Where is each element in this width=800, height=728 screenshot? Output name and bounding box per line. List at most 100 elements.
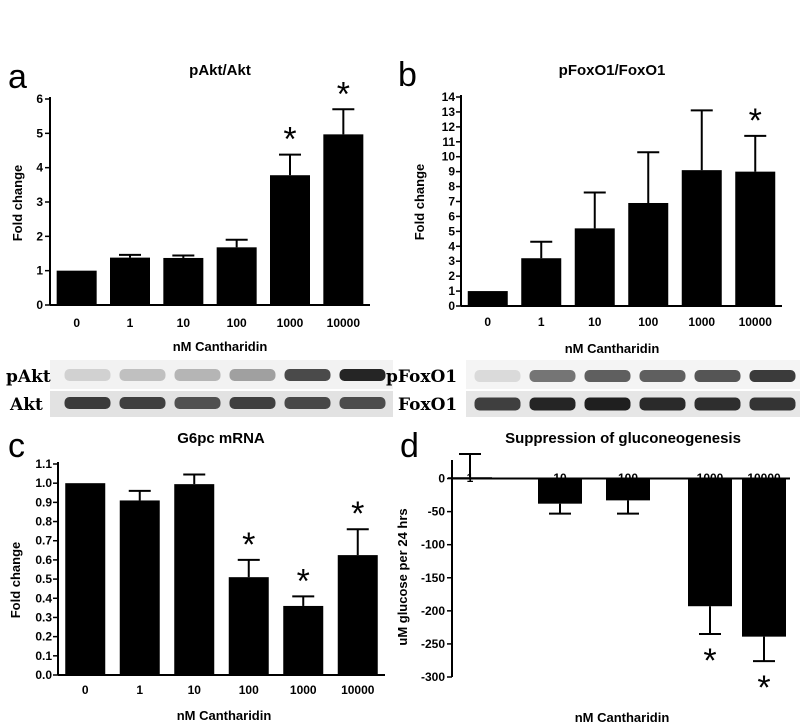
chart-d-bar bbox=[538, 478, 582, 504]
chart-b-category-label: 0 bbox=[484, 315, 491, 329]
chart-a-ytick-label: 3 bbox=[36, 195, 43, 209]
chart-a-ytick-label: 6 bbox=[36, 92, 43, 106]
chart-b-ylabel: Fold change bbox=[412, 164, 427, 241]
chart-c-ytick-label: 0.5 bbox=[35, 572, 52, 586]
panel-b-letter: b bbox=[398, 56, 417, 94]
blot-b-band bbox=[749, 397, 796, 411]
chart-b-category-label: 1 bbox=[538, 315, 545, 329]
chart-d-ytick-label: -150 bbox=[421, 571, 445, 585]
chart-c-title: G6pc mRNA bbox=[177, 430, 265, 447]
chart-c-bar bbox=[174, 484, 215, 675]
chart-c-bar bbox=[228, 577, 269, 675]
chart-a-category-label: 1000 bbox=[277, 316, 304, 330]
chart-c-xlabel: nM Cantharidin bbox=[177, 708, 272, 723]
blot-b-band bbox=[639, 370, 686, 382]
blot-a-band bbox=[229, 369, 276, 381]
blot-a-band bbox=[64, 369, 111, 381]
chart-b-ytick-label: 11 bbox=[442, 135, 455, 149]
chart-c-ytick-label: 0.2 bbox=[35, 630, 52, 644]
chart-a-category-label: 0 bbox=[73, 316, 80, 330]
chart-b-ytick-label: 13 bbox=[442, 105, 456, 119]
blot-label-pakt: pAkt bbox=[6, 367, 51, 387]
chart-b-ytick-label: 14 bbox=[442, 90, 456, 104]
chart-b-ytick-label: 0 bbox=[448, 299, 455, 313]
chart-a-bar bbox=[323, 134, 364, 305]
chart-b-xlabel: nM Cantharidin bbox=[565, 341, 660, 356]
chart-b-ytick-label: 8 bbox=[448, 180, 455, 194]
chart-c-category-label: 10 bbox=[188, 683, 202, 697]
blot-b-band bbox=[694, 370, 741, 382]
chart-c-category-label: 1 bbox=[136, 683, 143, 697]
blots bbox=[64, 369, 796, 411]
blot-b-pfoxo1-strip bbox=[466, 360, 800, 389]
chart-b-bar bbox=[467, 291, 508, 306]
chart-a-significance-star: * bbox=[283, 121, 296, 159]
chart-b-title: pFoxO1/FoxO1 bbox=[559, 62, 666, 79]
blot-b-band bbox=[749, 370, 796, 382]
chart-a-category-label: 100 bbox=[227, 316, 247, 330]
chart-d-bar bbox=[688, 478, 732, 607]
chart-b-category-label: 10000 bbox=[739, 315, 773, 329]
chart-c-ytick-label: 0.9 bbox=[35, 495, 52, 509]
chart-c-category-label: 10000 bbox=[341, 683, 375, 697]
chart-b-bar bbox=[681, 170, 722, 306]
chart-a-ytick-label: 2 bbox=[36, 229, 43, 243]
chart-b-ytick-label: 2 bbox=[448, 269, 455, 283]
chart-a-ytick-label: 1 bbox=[36, 264, 43, 278]
chart-a-category-label: 10 bbox=[177, 316, 191, 330]
chart-a-ytick-label: 0 bbox=[36, 298, 43, 312]
chart-c-category-label: 100 bbox=[239, 683, 259, 697]
chart-c-bar bbox=[283, 605, 324, 675]
chart-c-bar bbox=[119, 500, 160, 675]
chart-d-category-label: 1000 bbox=[697, 471, 724, 485]
chart-a-ytick-label: 5 bbox=[36, 126, 43, 140]
chart-a-significance-star: * bbox=[337, 75, 350, 113]
chart-c-ytick-label: 0.4 bbox=[35, 591, 52, 605]
chart-c-ytick-label: 0.3 bbox=[35, 610, 52, 624]
chart-b-ytick-label: 6 bbox=[448, 209, 455, 223]
chart-a-bar bbox=[56, 270, 97, 305]
blot-b-band bbox=[529, 397, 576, 411]
blot-a-band bbox=[229, 397, 276, 409]
chart-d-ytick-label: -300 bbox=[421, 670, 445, 684]
chart-c-ytick-label: 0.1 bbox=[35, 649, 52, 663]
chart-d-significance-star: * bbox=[757, 669, 770, 707]
chart-a-bar bbox=[270, 175, 310, 305]
chart-a-bar bbox=[216, 247, 257, 305]
chart-b-category-label: 100 bbox=[638, 315, 658, 329]
blot-b-band bbox=[474, 370, 521, 382]
chart-c-category-label: 1000 bbox=[290, 683, 317, 697]
chart-c-bar bbox=[337, 555, 378, 675]
blot-label-akt: Akt bbox=[9, 395, 43, 415]
chart-b-category-label: 1000 bbox=[688, 315, 715, 329]
chart-c-significance-star: * bbox=[297, 562, 310, 600]
chart-d-ytick-label: -250 bbox=[421, 637, 445, 651]
chart-a-category-label: 1 bbox=[127, 316, 134, 330]
chart-d-ylabel: uM glucose per 24 hrs bbox=[395, 508, 410, 645]
chart-d-bar bbox=[742, 478, 786, 637]
chart-a-ytick-label: 4 bbox=[36, 161, 43, 175]
blot-b-band bbox=[584, 397, 631, 411]
chart-a-bar bbox=[110, 257, 150, 305]
blot-b-band bbox=[639, 397, 686, 411]
chart-c-ytick-label: 0.6 bbox=[35, 553, 52, 567]
panel-c-letter: c bbox=[8, 427, 25, 465]
blot-b-band bbox=[584, 370, 631, 382]
blot-b-band bbox=[694, 397, 741, 411]
chart-d-ytick-label: -50 bbox=[428, 505, 446, 519]
chart-c-category-label: 0 bbox=[82, 683, 89, 697]
chart-c-ytick-label: 1.1 bbox=[35, 457, 52, 471]
chart-c-significance-star: * bbox=[242, 526, 255, 564]
chart-c-ytick-label: 1.0 bbox=[35, 476, 52, 490]
blot-a-band bbox=[119, 369, 166, 381]
chart-a-ylabel: Fold change bbox=[10, 165, 25, 242]
blot-a-band bbox=[174, 369, 221, 381]
blot-a-band bbox=[119, 397, 166, 409]
chart-b-bar bbox=[628, 202, 669, 306]
chart-d-category-label: 1 bbox=[467, 471, 474, 485]
chart-d-bar bbox=[448, 477, 492, 479]
blot-a-band bbox=[339, 397, 386, 409]
blot-label-foxo1: FoxO1 bbox=[398, 395, 457, 415]
